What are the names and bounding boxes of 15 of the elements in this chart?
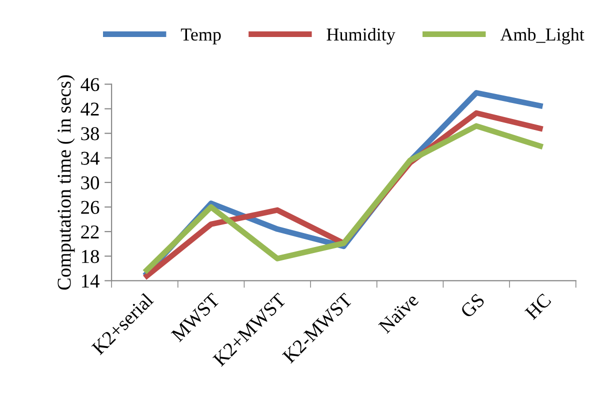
legend-label: Temp xyxy=(180,28,221,44)
y-tick-label: 38 xyxy=(81,127,100,140)
legend-label: Humidity xyxy=(326,28,396,44)
y-tick-label: 26 xyxy=(81,200,100,214)
y-tick-label: 22 xyxy=(81,225,99,238)
y-tick-label: 14 xyxy=(82,274,100,288)
y-tick-label: 46 xyxy=(80,78,100,92)
legend-label: Amb_Light xyxy=(500,28,584,44)
y-tick-label: 42 xyxy=(80,102,99,116)
y-axis-title: Computation time ( in secs) xyxy=(57,75,75,290)
y-tick-label: 18 xyxy=(82,250,100,264)
x-tick-label: GS xyxy=(460,293,486,318)
x-tick-label: HC xyxy=(524,293,552,320)
y-tick-label: 30 xyxy=(81,176,100,190)
y-tick-label: 34 xyxy=(81,152,100,165)
